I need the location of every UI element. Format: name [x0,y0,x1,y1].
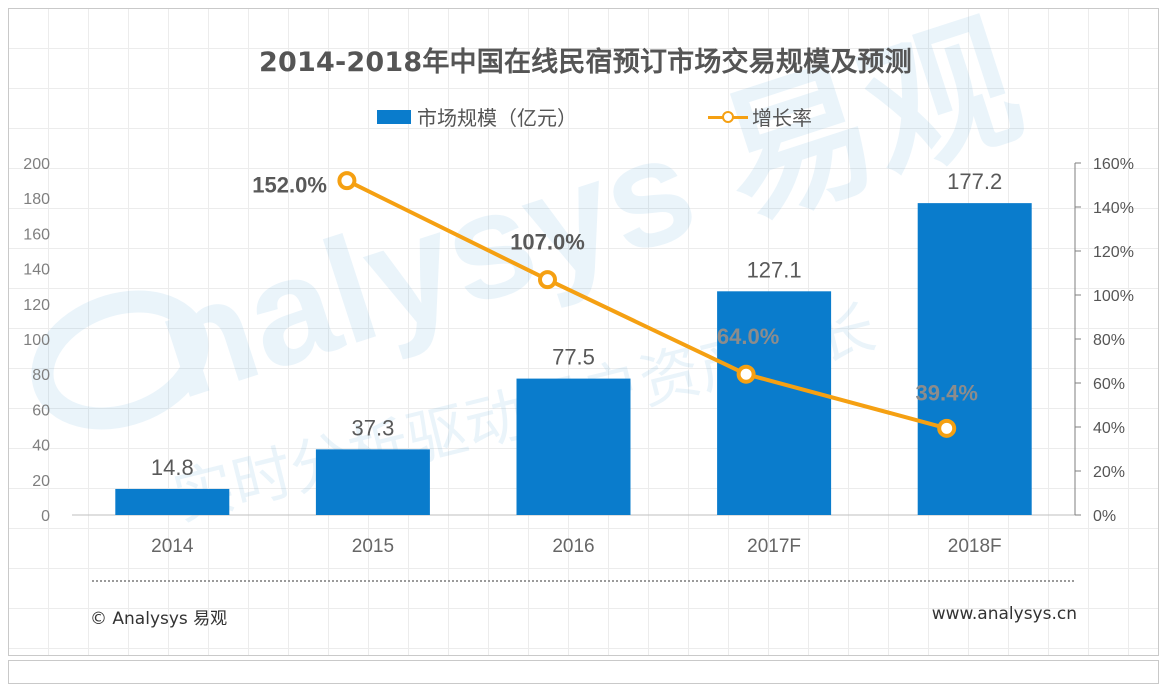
bar-value-label: 77.5 [552,345,595,370]
growth-rate-point [538,270,557,290]
bar [315,449,430,515]
footer-divider [92,580,1074,582]
left-axis-tick-label: 80 [32,367,50,384]
left-axis-tick-label: 140 [23,262,50,279]
right-axis-tick-label: 140% [1093,200,1134,217]
growth-rate-label: 152.0% [252,173,327,198]
copyright-text: © Analysys 易观 [90,609,228,629]
right-axis-tick-label: 0% [1093,508,1116,525]
left-axis-tick-label: 200 [23,156,50,173]
bar-value-label: 127.1 [747,257,802,282]
x-axis-category-label: 2014 [151,536,194,557]
left-axis-tick-label: 160 [23,226,50,243]
x-axis-category-label: 2016 [552,536,594,557]
chart-legend: 市场规模（亿元） 增长率 [0,102,1171,131]
left-axis-tick-label: 100 [23,332,50,349]
legend-bar-swatch [377,109,411,124]
right-axis-tick-label: 40% [1093,420,1125,437]
chart-title: 2014-2018年中国在线民宿预订市场交易规模及预测 [259,47,912,78]
growth-rate-label: 39.4% [916,380,978,405]
legend-item-bar: 市场规模（亿元） [377,102,577,131]
right-axis-tick-label: 160% [1093,156,1134,173]
bar-value-label: 37.3 [351,415,394,440]
left-axis-tick-label: 120 [23,297,50,314]
right-axis-tick-label: 80% [1093,332,1125,349]
bar [516,378,631,515]
right-axis-tick-label: 60% [1093,376,1125,393]
legend-line-swatch [708,110,748,124]
bar [917,203,1032,516]
legend-bar-label: 市场规模（亿元） [417,106,577,130]
left-axis-tick-label: 0 [41,508,50,525]
legend-line-label: 增长率 [752,106,812,130]
left-axis-tick-label: 180 [23,191,50,208]
bar [717,291,832,515]
left-axis-tick-label: 40 [32,438,50,455]
website-text: www.analysys.cn [931,604,1077,624]
left-axis-tick-label: 60 [32,402,50,419]
right-axis-tick-label: 120% [1093,244,1134,261]
x-axis-category-label: 2018F [948,536,1002,557]
right-axis-tick-label: 100% [1093,288,1134,305]
growth-rate-line [346,178,948,431]
bar-value-label: 14.8 [151,455,194,480]
x-axis-category-label: 2017F [747,536,801,557]
bar-value-label: 177.2 [947,169,1002,194]
x-axis-category-label: 2015 [352,536,394,557]
bar [115,488,230,515]
growth-rate-label: 64.0% [717,324,779,349]
legend-item-line: 增长率 [708,102,812,131]
growth-rate-label: 107.0% [510,230,585,255]
growth-rate-point [337,171,357,191]
right-axis-tick-label: 20% [1093,464,1125,481]
growth-rate-point [736,364,756,384]
growth-rate-point [937,418,957,438]
left-axis-tick-label: 20 [32,473,50,490]
